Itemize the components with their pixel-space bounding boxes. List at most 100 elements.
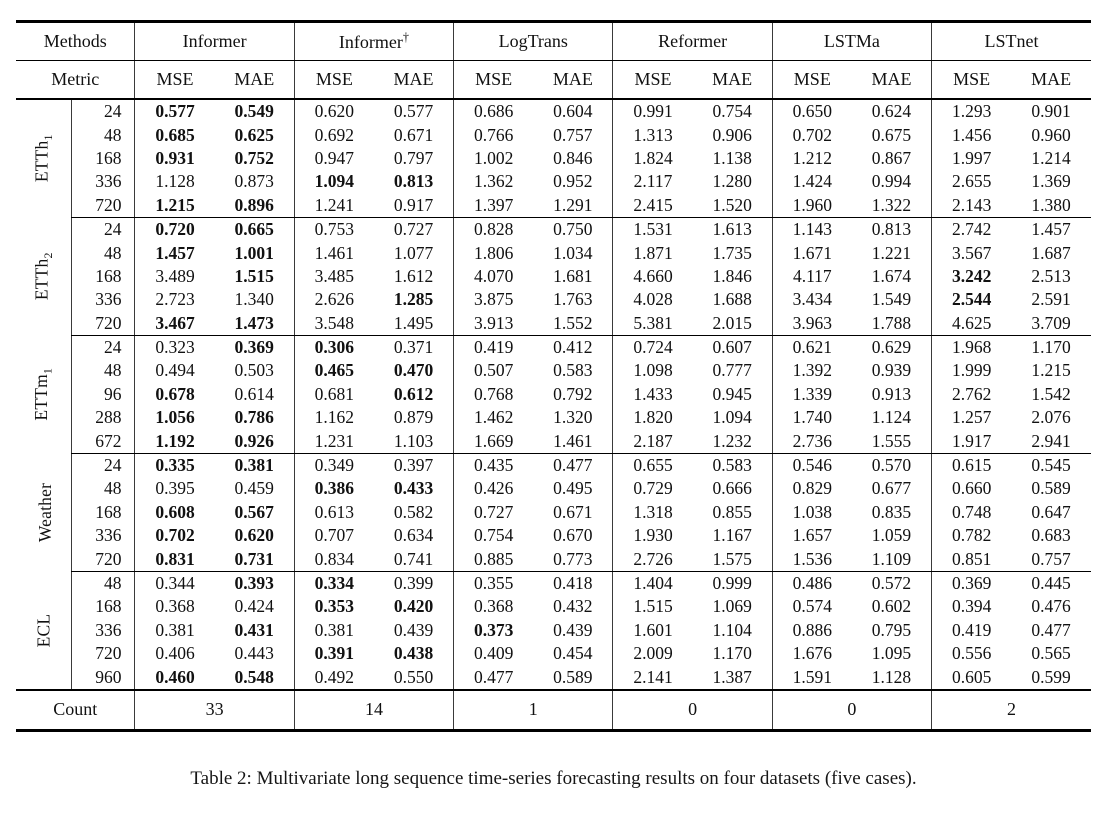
metric-value: 2.544: [931, 288, 1012, 312]
sequence-length: 672: [70, 429, 135, 454]
metric-value: 0.486: [771, 571, 852, 596]
metric-value: 0.625: [234, 124, 274, 145]
metric-value: 1.536: [771, 547, 852, 572]
metric-value: 0.677: [871, 478, 912, 499]
metric-value: 0.582: [393, 501, 434, 522]
metric-value: 1.257: [931, 406, 1012, 430]
metric-header: MAE: [214, 60, 295, 100]
metric-value: 0.548: [214, 665, 295, 691]
metric-value: 1.457: [134, 241, 215, 265]
metric-value: 0.549: [234, 101, 274, 122]
table-row: 336 0.381 0.431 0.381 0.439 0.373 0.439 1.601 1.…: [16, 618, 1091, 642]
metric-value: 0.614: [234, 383, 274, 404]
metric-value: 0.666: [712, 478, 752, 499]
metric-value: 0.418: [553, 573, 593, 593]
sequence-length: 48: [70, 123, 135, 147]
metric-value: 0.947: [293, 146, 374, 171]
metric-value: 0.750: [553, 219, 593, 240]
metric-value: 1.997: [931, 146, 1012, 171]
metric-value: 1.457: [1031, 219, 1071, 240]
metric-value: 0.754: [453, 524, 534, 548]
metric-value: 0.670: [553, 525, 593, 546]
metric-value: 0.368: [453, 595, 534, 619]
dataset-label: ETTm1: [16, 335, 71, 453]
metric-value: 0.445: [1031, 573, 1071, 593]
metric-value: 1.788: [851, 311, 932, 336]
metric-value: 1.515: [612, 595, 693, 619]
metric-value: 0.344: [134, 571, 215, 596]
metric-value: 1.340: [234, 289, 274, 310]
metric-value: 0.773: [533, 547, 613, 572]
metric-value: 0.702: [134, 524, 215, 548]
dataset-label: ETTh1: [16, 99, 71, 217]
metric-value: 0.913: [871, 383, 912, 404]
metric-value: 0.692: [293, 123, 374, 147]
metric-value: 1.461: [533, 429, 613, 454]
metric-value: 0.879: [393, 407, 434, 428]
metric-value: 1.077: [393, 242, 434, 263]
metric-value: 0.503: [234, 360, 274, 381]
metric-value: 1.280: [712, 171, 752, 192]
metric-value: 1.318: [612, 500, 693, 525]
table-row: 336 0.702 0.620 0.707 0.634 0.754 0.670 1.930 1.…: [16, 524, 1091, 548]
metric-value: 1.285: [393, 289, 434, 310]
metric-value: 1.473: [214, 311, 295, 336]
metric-value: 1.520: [692, 193, 773, 218]
metric-value: 1.688: [712, 289, 752, 310]
metric-value: 0.608: [134, 500, 215, 525]
metric-value: 0.589: [533, 665, 613, 691]
table-row: 48 0.494 0.503 0.465 0.470 0.507 0.583 1.098 0.7…: [16, 359, 1091, 383]
sequence-length: 960: [70, 665, 135, 691]
count-row: Count 33 14 1 0 0 2: [16, 688, 1091, 731]
metric-value: 1.433: [612, 382, 693, 407]
dataset-label: ETTh2: [16, 217, 71, 335]
metric-value: 0.572: [871, 573, 912, 593]
metric-value: 2.736: [771, 429, 852, 454]
sequence-length: 720: [70, 193, 135, 218]
metric-value: 4.625: [931, 311, 1012, 336]
dataset-label-text: ETTh1: [31, 134, 55, 183]
sequence-length: 48: [70, 241, 135, 265]
table-row: 720 0.831 0.731 0.834 0.741 0.885 0.773 2.726 1.…: [16, 547, 1091, 572]
metric-value: 0.991: [612, 99, 693, 124]
metric-value: 1.960: [771, 193, 852, 218]
metric-value: 1.846: [712, 265, 752, 286]
sequence-length: 720: [70, 547, 135, 572]
metric-value: 0.629: [871, 337, 912, 358]
metric-value: 1.740: [771, 406, 852, 430]
metric-value: 1.215: [1031, 360, 1071, 381]
metric-value: 1.612: [393, 265, 434, 286]
metric-value: 1.241: [293, 193, 374, 218]
metric-value: 1.001: [234, 242, 274, 263]
table-row: 336 2.723 1.340 2.626 1.285 3.875 1.763 4.028 1.…: [16, 288, 1091, 312]
metric-value: 0.926: [214, 429, 295, 454]
dataset-label-text: ECL: [32, 613, 53, 647]
metric-value: 1.669: [453, 429, 534, 454]
metric-value: 0.565: [1031, 643, 1071, 664]
metric-value: 1.143: [771, 217, 852, 242]
methods-header-label: Methods: [16, 21, 135, 61]
metric-value: 1.002: [453, 146, 534, 171]
metric-value: 0.615: [931, 453, 1012, 478]
metric-value: 1.322: [851, 193, 932, 218]
metric-value: 3.434: [771, 288, 852, 312]
metric-value: 0.720: [134, 217, 215, 242]
metric-value: 0.675: [871, 124, 912, 145]
metric-value: 0.757: [1011, 547, 1091, 572]
metric-value: 4.117: [771, 264, 852, 289]
metric-value: 0.323: [134, 335, 215, 360]
metric-value: 0.681: [293, 382, 374, 407]
sequence-length: 24: [70, 217, 135, 242]
table-row: 672 1.192 0.926 1.231 1.103 1.669 1.461 2.187 1.…: [16, 429, 1091, 454]
metric-value: 0.757: [553, 124, 593, 145]
metric-value: 0.335: [134, 453, 215, 478]
metric-value: 2.655: [931, 170, 1012, 194]
metric-value: 1.531: [612, 217, 693, 242]
metric-value: 1.397: [453, 193, 534, 218]
metric-value: 1.095: [871, 643, 912, 664]
metric-value: 0.624: [871, 101, 912, 122]
metric-value: 1.369: [1031, 171, 1071, 192]
method-header: LogTrans: [453, 21, 613, 61]
metric-value: 0.797: [393, 147, 434, 168]
